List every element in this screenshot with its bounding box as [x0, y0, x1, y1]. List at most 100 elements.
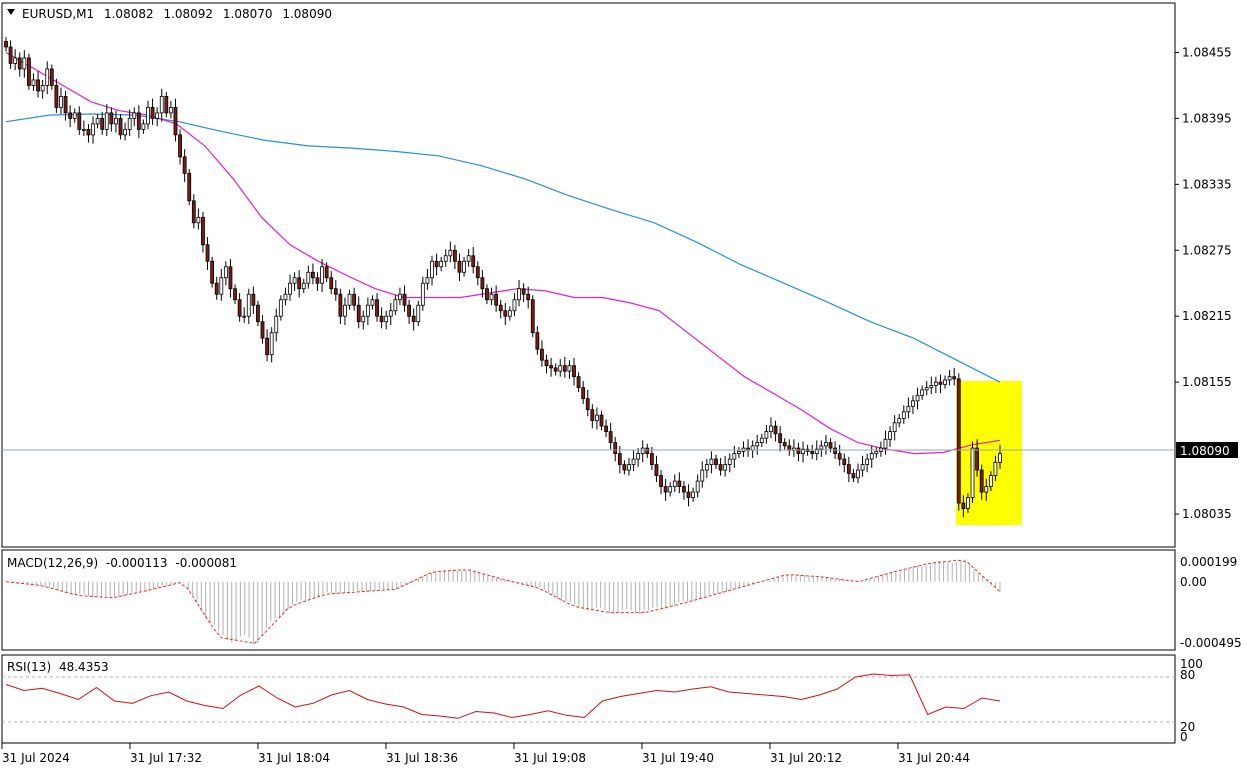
candle [549, 357, 553, 377]
candle [471, 246, 476, 274]
candle [191, 194, 196, 229]
candle [104, 104, 109, 136]
candle [810, 444, 815, 460]
candle [640, 440, 645, 463]
candle [540, 340, 544, 367]
candle [993, 455, 998, 482]
chart-header: EURUSD,M1 1.08082 1.08092 1.08070 1.0809… [22, 7, 332, 21]
candle [54, 78, 59, 113]
candle [521, 283, 526, 302]
candle [91, 116, 95, 144]
candle [846, 456, 851, 483]
candle [956, 373, 961, 511]
candle [668, 482, 673, 497]
candle [691, 487, 695, 502]
candle [824, 434, 828, 455]
macd-label: MACD(12,26,9) [7, 556, 98, 570]
price-tick-label: 1.08275 [1182, 243, 1232, 257]
candle [961, 495, 966, 518]
candle [256, 300, 260, 327]
candle [301, 278, 306, 294]
candle [68, 105, 73, 128]
candle [100, 111, 105, 135]
candle [398, 287, 402, 306]
candle [933, 376, 938, 394]
header-symbol: EURUSD,M1 [22, 7, 94, 21]
candle [379, 307, 384, 329]
candle [535, 326, 540, 355]
candle [329, 271, 334, 295]
header-high: 1.08092 [163, 7, 213, 21]
candle [801, 441, 805, 463]
candle [714, 454, 718, 469]
candle [311, 263, 315, 285]
candle [251, 286, 256, 315]
candle [682, 481, 686, 500]
candle [558, 359, 563, 377]
macd-histogram [5, 559, 1001, 644]
candle [146, 100, 150, 130]
candle [402, 285, 407, 312]
time-tick-label: 31 Jul 18:04 [258, 751, 330, 765]
rsi-tick-0: 0 [1180, 730, 1188, 744]
candle [283, 287, 288, 306]
candle [324, 262, 329, 283]
candle [636, 448, 641, 467]
candle [572, 357, 576, 386]
price-tick-label: 1.08395 [1182, 111, 1232, 125]
candle [773, 420, 778, 442]
candle [645, 443, 650, 458]
candle [159, 88, 164, 122]
candle [567, 360, 572, 379]
time-tick-label: 31 Jul 20:44 [898, 751, 970, 765]
rsi-tick-100: 100 [1180, 657, 1203, 671]
candle [604, 419, 608, 438]
candle [897, 414, 902, 428]
candle [498, 299, 503, 319]
time-tick-label: 31 Jul 17:32 [130, 751, 202, 765]
candle [457, 253, 462, 282]
candle [306, 265, 311, 289]
candle [883, 430, 888, 455]
candle [544, 354, 549, 374]
candle [755, 434, 760, 455]
macd-signal: -0.000081 [175, 556, 237, 570]
candle [938, 374, 943, 394]
candle [778, 426, 783, 452]
ma-slow-line [5, 113, 1001, 383]
candle [49, 64, 54, 90]
candle [576, 372, 581, 393]
candle [737, 446, 741, 458]
candle [13, 49, 18, 71]
candle [649, 446, 654, 471]
dropdown-triangle-icon[interactable] [7, 9, 15, 15]
candle [420, 276, 425, 311]
rsi-tick-20: 20 [1180, 720, 1195, 734]
candle [865, 453, 870, 473]
candle [979, 464, 984, 500]
candle [929, 376, 934, 395]
candle [998, 444, 1002, 469]
time-tick-label: 31 Jul 2024 [2, 751, 70, 765]
candle [443, 249, 448, 267]
ma-fast-line [5, 51, 1001, 455]
candle [759, 433, 764, 447]
candle [677, 472, 682, 494]
candle [338, 288, 343, 324]
candle [164, 92, 169, 118]
highlight-box [956, 381, 1022, 525]
header-open: 1.08082 [104, 7, 154, 21]
candle [434, 253, 439, 276]
candle [150, 98, 155, 125]
price-tick-label: 1.08215 [1182, 309, 1232, 323]
candle [462, 256, 466, 277]
candle [288, 274, 292, 301]
candle [654, 455, 659, 483]
candle [475, 261, 480, 286]
time-tick-label: 31 Jul 20:12 [770, 751, 842, 765]
candle [72, 108, 77, 123]
candle [672, 474, 677, 493]
price-tick-label: 1.08335 [1182, 177, 1232, 191]
candle [388, 303, 393, 326]
candle [269, 327, 274, 363]
